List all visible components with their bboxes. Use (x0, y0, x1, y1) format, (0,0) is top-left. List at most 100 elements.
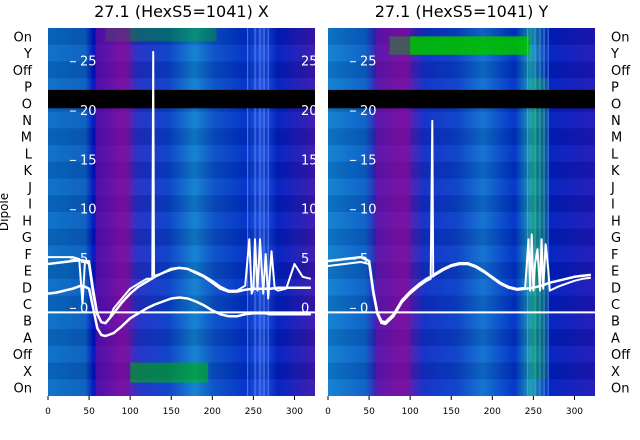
row-label: Off (611, 348, 631, 363)
inner-y-tick-label-right: 0 (301, 301, 309, 316)
row-label: C (611, 298, 620, 313)
x-tick-label: 50 (83, 407, 95, 417)
row-label: G (611, 231, 621, 246)
x-tick-label: 50 (363, 407, 375, 417)
row-label: I (611, 198, 615, 213)
x-tick-label: 200 (484, 407, 501, 417)
row-label: Off (13, 348, 33, 363)
row-label: P (24, 81, 32, 96)
x-tick-label: 150 (163, 407, 180, 417)
row-label: X (611, 365, 620, 380)
x-tick-label: 0 (45, 407, 51, 417)
row-label: F (25, 248, 32, 263)
x-tick-label: 0 (325, 407, 331, 417)
panel-1: 27.1 (HexS5=1041) Y 25 20 15 10 50 On Y Off PONML… (325, 2, 631, 417)
row-label: C (23, 298, 32, 313)
row-label: E (24, 265, 32, 280)
purple-band (95, 28, 131, 396)
row-label: H (611, 214, 621, 229)
row-label: J (27, 181, 32, 196)
row-label: L (611, 147, 619, 162)
chart-title: 27.1 (HexS5=1041) Y (375, 2, 549, 21)
inner-y-tick-label: 20 (360, 104, 377, 119)
inner-y-tick-label: 15 (360, 153, 377, 168)
row-label: E (611, 265, 619, 280)
inner-y-tick-label: 0 (360, 301, 368, 316)
x-tick-label: 100 (122, 407, 139, 417)
inner-y-tick-label-right: 20 (301, 104, 318, 119)
x-tick-label: 100 (402, 407, 419, 417)
row-label: On (611, 382, 629, 397)
heatmap-row (48, 329, 315, 346)
y-axis-label: Dipole (0, 193, 11, 231)
row-label: Y (610, 47, 619, 62)
row-label: I (28, 198, 32, 213)
heatmap-row (328, 128, 595, 146)
x-tick-label: 200 (204, 407, 221, 417)
row-label: O (22, 97, 32, 112)
heatmap-row (328, 179, 595, 196)
row-label: K (23, 164, 32, 179)
heatmap-row (48, 128, 315, 146)
inner-y-tick-label: 10 (360, 203, 377, 218)
inner-y-tick-label: 20 (80, 104, 97, 119)
heatmap-row (328, 329, 595, 346)
row-label: P (611, 81, 619, 96)
row-label: On (14, 30, 32, 45)
row-label: N (22, 114, 32, 129)
heatmap-body (48, 28, 315, 396)
row-label: On (611, 30, 629, 45)
heatmap-row (48, 346, 315, 363)
heatmap-hot-region (389, 36, 530, 55)
series-line (327, 255, 592, 324)
chart-title: 27.1 (HexS5=1041) X (94, 2, 269, 21)
inner-y-tick-label-right: 5 (301, 252, 309, 267)
inner-y-tick-label-right: 10 (301, 203, 318, 218)
series-line (47, 258, 311, 325)
row-label: B (611, 315, 620, 330)
row-label: B (23, 315, 32, 330)
inner-y-tick-label: 25 (80, 55, 97, 70)
x-tick-label: 150 (443, 407, 460, 417)
heatmap-body (328, 28, 595, 396)
dark-row (328, 89, 595, 109)
row-label: On (14, 382, 32, 397)
row-label: F (611, 248, 618, 263)
row-label: M (611, 131, 622, 146)
series-line (47, 284, 311, 338)
heatmap-row (328, 379, 595, 396)
x-tick-label: 250 (245, 407, 262, 417)
inner-y-tick-label-right: 25 (301, 55, 318, 70)
row-label: Off (611, 64, 631, 79)
inner-y-tick-label-right: 15 (301, 153, 318, 168)
heatmap-row (48, 179, 315, 196)
row-label: Y (23, 47, 32, 62)
row-label: D (611, 281, 621, 296)
row-label: Off (13, 64, 33, 79)
row-label: G (22, 231, 32, 246)
dark-row (48, 89, 315, 109)
row-label: N (611, 114, 621, 129)
heatmap-hot-region (130, 362, 209, 383)
row-label: L (25, 147, 33, 162)
x-tick-label: 300 (286, 407, 303, 417)
row-label: A (23, 331, 32, 346)
inner-y-tick-label: 15 (80, 153, 97, 168)
x-tick-label: 300 (566, 407, 583, 417)
heatmap-row (48, 228, 315, 246)
row-label: H (22, 214, 32, 229)
inner-y-tick-label: 10 (80, 203, 97, 218)
row-label: K (611, 164, 620, 179)
row-label: M (21, 131, 32, 146)
heatmap-hot-region (105, 28, 217, 42)
row-label: J (610, 181, 615, 196)
heatmap-row (328, 346, 595, 363)
heatmap-row (328, 228, 595, 246)
row-label: X (23, 365, 32, 380)
inner-y-tick-label: 25 (360, 55, 377, 70)
panel-0: 27.1 (HexS5=1041) X 25 25 20 20 15 15 10 10 5 50 0 O… (0, 2, 318, 417)
inner-y-tick-label: 0 (80, 301, 88, 316)
row-label: A (611, 331, 620, 346)
x-tick-label: 250 (525, 407, 542, 417)
